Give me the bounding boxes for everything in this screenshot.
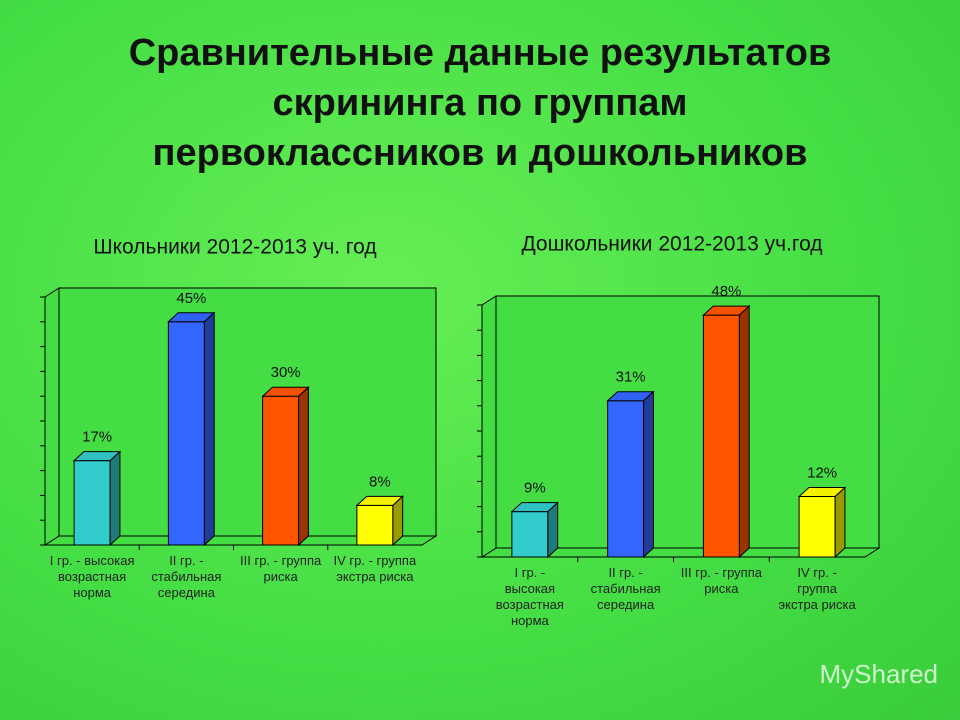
bar-side — [203, 311, 215, 547]
x-tick-label: I гр. - высокая возрастная норма — [49, 553, 135, 600]
value-label: 9% — [524, 480, 546, 497]
chart-title: Дошкольники 2012-2013 уч.год — [521, 233, 822, 256]
watermark: MyShared — [819, 659, 939, 689]
bar-side — [109, 450, 121, 547]
slide-title: Сравнительные данные результатов — [129, 32, 832, 74]
bar — [355, 495, 404, 547]
bar-side — [547, 501, 559, 559]
bar-front — [511, 511, 549, 558]
bar — [510, 501, 559, 559]
bar-front — [356, 504, 394, 546]
x-tick-label: I гр. - высокая возрастная норма — [495, 565, 564, 628]
side-wall — [44, 287, 60, 546]
value-label: 48% — [711, 283, 741, 300]
bar — [167, 311, 216, 547]
value-label: 45% — [176, 290, 206, 307]
chart-title: Школьники 2012-2013 уч. год — [93, 236, 376, 259]
value-label: 12% — [807, 464, 837, 481]
back-wall — [58, 287, 437, 537]
bar-front — [607, 400, 645, 558]
value-label: 8% — [369, 473, 391, 490]
x-tick-label: IV гр. - группа экстра риска — [333, 553, 417, 584]
value-label: 17% — [82, 429, 112, 446]
bar-front — [73, 460, 111, 546]
bar-front — [702, 314, 740, 558]
bar-front — [167, 321, 205, 546]
value-label: 30% — [271, 364, 301, 381]
side-wall — [481, 295, 497, 558]
x-tick-label: II гр. - стабильная середина — [151, 553, 222, 600]
x-tick-label: III гр. - группа риска — [680, 565, 762, 596]
x-tick-label: III гр. - группа риска — [240, 553, 322, 584]
x-tick-label: IV гр. - группа экстра риска — [778, 565, 856, 612]
bar-front — [798, 496, 836, 558]
bar-side — [738, 304, 750, 559]
x-tick-label: II гр. - стабильная середина — [590, 565, 661, 612]
slide-title: первоклассников и дошкольников — [153, 132, 808, 174]
slide-title: скрининга по группам — [272, 82, 687, 124]
bar-side — [392, 495, 404, 547]
bar — [702, 304, 751, 559]
bar-side — [298, 386, 309, 547]
bar-side — [834, 486, 846, 559]
value-label: 31% — [616, 369, 646, 386]
bar — [606, 390, 655, 559]
bar-front — [262, 395, 300, 546]
bar — [797, 486, 847, 559]
bar-side — [643, 390, 654, 559]
bar — [261, 386, 310, 547]
bar — [72, 450, 122, 547]
